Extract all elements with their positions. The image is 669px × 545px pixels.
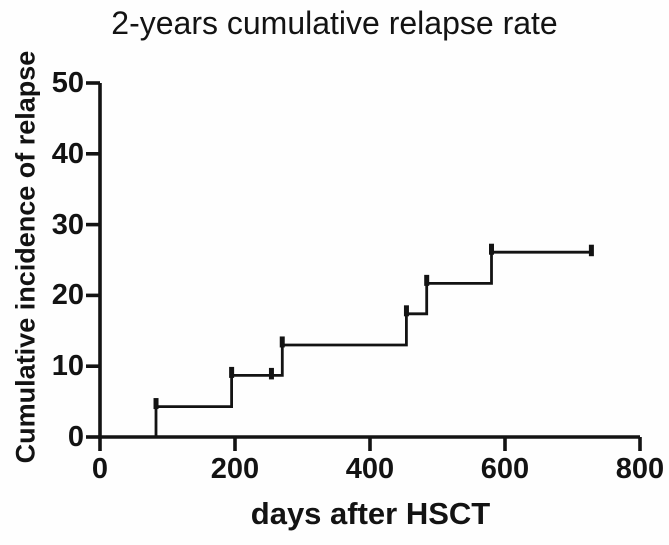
x-tick-label: 200 — [210, 453, 260, 485]
y-tick-label: 50 — [51, 67, 84, 99]
y-tick-label: 20 — [51, 279, 84, 312]
y-tick-label: 40 — [51, 137, 84, 170]
y-tick-label: 30 — [51, 208, 84, 241]
x-tick-label: 800 — [615, 453, 665, 485]
y-tick-label: 10 — [51, 350, 84, 383]
y-tick-label: 0 — [67, 421, 84, 453]
x-tick-label: 400 — [345, 453, 395, 485]
x-tick-label: 0 — [91, 453, 109, 485]
cumulative-incidence-step-curve — [154, 250, 592, 437]
chart-title: 2-years cumulative relapse rate — [111, 5, 558, 41]
x-tick-label: 600 — [480, 453, 530, 485]
x-axis-title: days after HSCT — [250, 496, 491, 531]
